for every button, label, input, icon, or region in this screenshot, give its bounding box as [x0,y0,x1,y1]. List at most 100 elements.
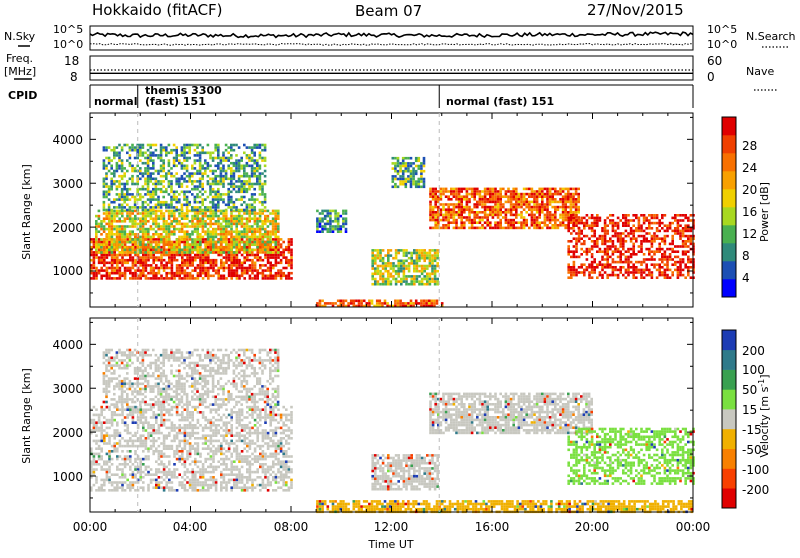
power-cell [131,178,134,181]
power-cell [277,251,280,254]
velocity-cell [103,437,106,440]
power-cell [653,214,656,217]
power-cell [95,243,98,246]
power-cell [627,224,630,227]
power-cell [486,219,489,222]
power-cell [170,233,173,236]
power-cell [246,269,249,272]
power-cell [591,266,594,269]
power-cell [100,269,103,272]
power-cell [324,223,327,226]
power-cell [440,211,443,214]
power-cell [113,152,116,155]
power-cell [635,227,638,230]
power-cell [150,246,153,249]
power-cell [157,206,160,209]
power-cell [405,165,408,168]
power-cell [131,170,134,173]
power-cell [236,272,239,275]
power-cell [235,206,238,209]
power-cell [217,277,220,280]
power-cell [147,159,150,162]
power-cell [168,243,171,246]
power-cell [418,180,421,183]
power-cell [207,233,210,236]
power-cell [149,144,152,147]
power-cell [181,209,184,212]
power-cell [420,302,423,305]
power-cell [93,262,96,265]
power-cell [253,206,256,209]
power-cell [134,198,137,201]
power-cell [635,214,638,217]
power-cell [609,274,612,277]
power-cell [541,221,544,224]
power-cell [204,167,207,170]
power-cell [196,220,199,223]
power-cell [447,227,450,230]
power-cell [290,251,293,254]
power-cell [573,230,576,233]
power-cell [604,248,607,251]
power-cell [596,237,599,240]
power-cell [194,269,197,272]
power-cell [572,203,575,206]
power-cell [418,275,421,278]
power-cell [625,258,628,261]
power-cell [410,183,413,186]
power-cell [124,220,127,223]
power-cell [178,220,181,223]
power-cell [334,302,337,305]
power-cell [233,246,236,249]
power-cell [564,219,567,222]
power-cell [243,241,246,244]
power-cell [578,230,581,233]
power-cell [222,215,225,218]
power-cell [168,144,171,147]
power-cell [321,212,324,215]
power-cell [432,227,435,230]
power-cell [400,265,403,268]
velocity-cell [100,484,103,487]
power-cell [199,172,202,175]
power-cell [645,217,648,220]
power-cell [147,243,150,246]
velocity-cell [98,447,101,450]
power-cell [434,249,437,252]
power-cell [186,185,189,188]
power-cell [152,256,155,259]
power-cell [197,275,200,278]
beam-title: Beam 07 [355,2,422,20]
power-cell [421,254,424,257]
power-cell [126,159,129,162]
power-cell [243,167,246,170]
power-cell [572,195,575,198]
power-cell [436,252,439,255]
power-cell [207,217,210,220]
power-cell [199,269,202,272]
power-cell [105,241,108,244]
power-cell [274,220,277,223]
power-cell [233,254,236,257]
power-cell [217,154,220,157]
power-cell [207,165,210,168]
power-cell [264,198,267,201]
power-cell [129,157,132,160]
power-cell [178,277,181,280]
power-cell [116,246,119,249]
power-cell [575,222,578,225]
power-cell [204,191,207,194]
power-cell [431,265,434,268]
power-cell [222,236,225,239]
power-cell [486,216,489,219]
power-cell [238,159,241,162]
power-cell [155,238,158,241]
power-cell [251,262,254,265]
power-cell [220,259,223,262]
power-cell [243,175,246,178]
power-cell [570,198,573,201]
power-cell [677,232,680,235]
power-cell [134,167,137,170]
power-cell [505,214,508,217]
power-cell [316,210,319,213]
